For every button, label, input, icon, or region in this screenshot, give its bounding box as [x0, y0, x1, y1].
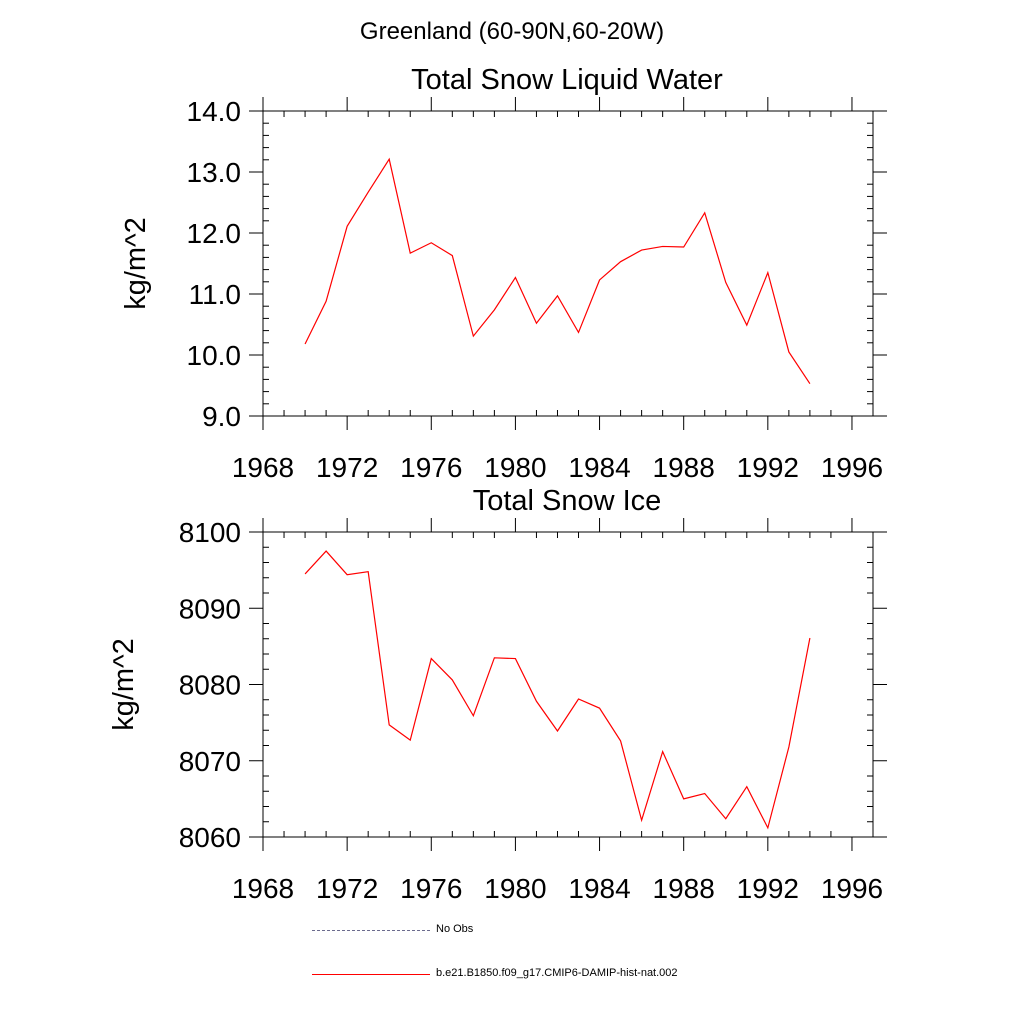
x-tick-label: 1968	[232, 873, 294, 904]
series-line	[304, 550, 811, 830]
x-tick-label: 1976	[400, 452, 462, 483]
x-tick-label: 1996	[821, 873, 883, 904]
x-tick-label: 1972	[316, 873, 378, 904]
chart-title: Total Snow Ice	[473, 485, 662, 517]
chart-snow-ice: 1968 1972 1976 1980 1984 1988 1992 1996 8060 8070…	[108, 485, 887, 904]
legend-line-no-obs	[312, 930, 430, 931]
legend-label-no-obs: No Obs	[436, 923, 474, 935]
plot-frame	[262, 110, 874, 417]
x-tick-label: 1980	[484, 873, 546, 904]
x-tick-label: 1988	[653, 452, 715, 483]
page-title: Greenland (60-90N,60-20W)	[359, 18, 665, 45]
x-tick-label: 1992	[737, 873, 799, 904]
y-axis-label: kg/m^2	[120, 217, 152, 310]
x-tick-label: 1980	[484, 452, 546, 483]
plot-frame	[262, 531, 874, 838]
y-tick-label: 8080	[179, 670, 241, 701]
x-tick-label: 1972	[316, 452, 378, 483]
x-tick-label: 1968	[232, 452, 294, 483]
legend-label-model: b.e21.B1850.f09_g17.CMIP6-DAMIP-hist-nat…	[436, 967, 678, 979]
x-tick-label: 1984	[568, 873, 630, 904]
x-tick-label: 1988	[653, 873, 715, 904]
y-axis-label: kg/m^2	[108, 638, 140, 731]
x-tick-label: 1992	[737, 452, 799, 483]
x-tick-label: 1996	[821, 452, 883, 483]
y-tick-label: 8070	[179, 746, 241, 777]
chart-title: Total Snow Liquid Water	[411, 64, 723, 96]
y-tick-label: 8090	[179, 593, 241, 624]
y-tick-label: 14.0	[187, 96, 242, 127]
x-tick-label: 1976	[400, 873, 462, 904]
y-tick-label: 10.0	[187, 340, 242, 371]
y-tick-label: 12.0	[187, 218, 242, 249]
y-tick-label: 11.0	[189, 279, 241, 310]
legend-line-model	[312, 974, 430, 975]
y-tick-label: 9.0	[202, 401, 241, 432]
chart-snow-liquid-water: 1968 1972 1976 1980 1984 1988 1992 1996 9.0 10.0 1…	[120, 64, 887, 483]
y-tick-label: 13.0	[187, 157, 242, 188]
y-tick-label: 8100	[179, 517, 241, 548]
series-line	[304, 157, 811, 385]
y-tick-label: 8060	[179, 822, 241, 853]
x-tick-label: 1984	[568, 452, 630, 483]
